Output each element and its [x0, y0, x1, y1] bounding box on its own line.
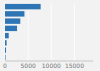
bars	[5, 4, 41, 60]
bar	[5, 47, 6, 52]
x-tick-label: 0	[3, 62, 7, 69]
grid-line	[74, 3, 75, 61]
bar	[5, 55, 6, 60]
background	[0, 0, 100, 71]
bar	[5, 40, 7, 45]
x-tick-label: 5000	[21, 62, 36, 69]
x-tick-label: 15000	[65, 62, 84, 69]
bar	[5, 18, 20, 23]
grid-line	[51, 3, 52, 61]
x-tick-label: 10000	[42, 62, 61, 69]
bar	[5, 11, 24, 16]
bar	[5, 33, 9, 38]
chart: 0 5000 10000 15000	[0, 0, 100, 71]
bar	[5, 4, 41, 9]
bar	[5, 26, 17, 31]
grid-line	[28, 3, 29, 61]
